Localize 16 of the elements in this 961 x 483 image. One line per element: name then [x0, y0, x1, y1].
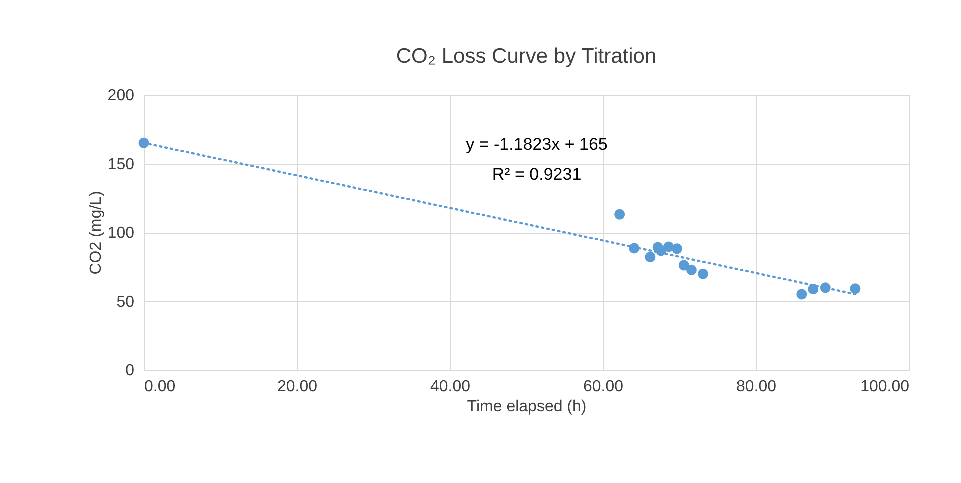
annotation: y = -1.1823x + 165: [466, 135, 608, 154]
x-tick-label: 40.00: [430, 378, 471, 396]
x-tick-label: 0.00: [144, 378, 176, 396]
y-axis-title: CO2 (mg/L): [88, 191, 105, 275]
x-tick-label: 100.00: [860, 378, 910, 396]
annotation: R² = 0.9231: [492, 165, 582, 184]
y-tick-label: 50: [116, 294, 135, 311]
y-tick-label: 200: [108, 88, 135, 104]
y-tick-label: 100: [108, 225, 135, 242]
x-tick-label: 80.00: [736, 378, 777, 396]
x-axis-title: Time elapsed (h): [467, 398, 587, 416]
chart-title: CO₂ Loss Curve by Titration: [396, 45, 657, 68]
x-tick-label: 20.00: [277, 378, 318, 396]
y-tick-label: 150: [108, 156, 135, 174]
y-tick-label: 0: [126, 362, 135, 380]
x-tick-label: 60.00: [583, 378, 624, 396]
